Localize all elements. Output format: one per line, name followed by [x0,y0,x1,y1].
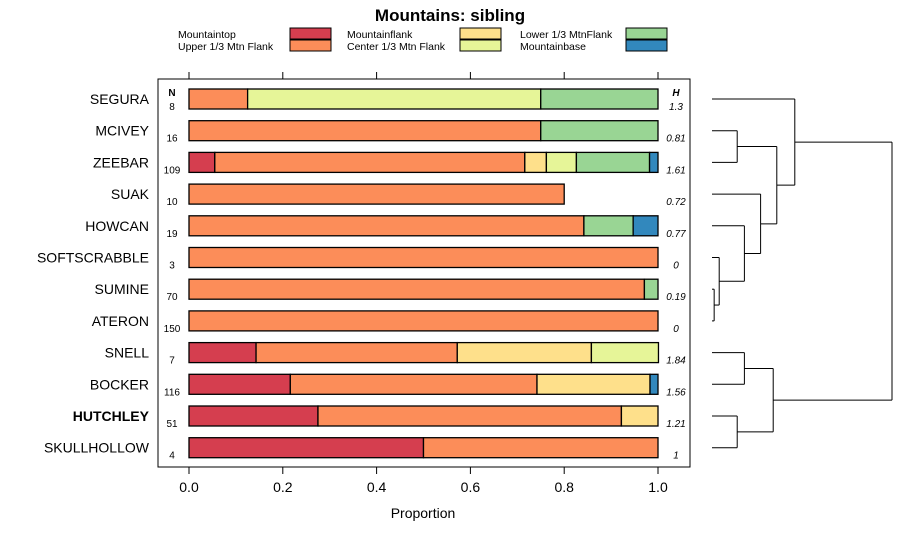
x-tick-label: 0.4 [367,479,387,495]
row-label: SKULLHOLLOW [44,440,150,456]
x-axis-label: Proportion [391,505,456,521]
bar-segment [317,405,623,427]
bar-segment [188,437,425,459]
bar-segment [632,215,659,237]
bar-segment [214,151,526,174]
row-label: HUTCHLEY [73,408,150,424]
row-h-value: 0.19 [666,292,686,303]
bar-segment [188,88,249,110]
x-tick-label: 1.0 [648,479,668,495]
row-h-value: 1.3 [669,102,683,113]
plot-frame [157,78,691,468]
bar-segment [648,151,659,174]
bar-segment [188,120,542,142]
legend-label: Mountainbase [520,41,586,53]
row-h-value: 1.61 [666,165,685,176]
bar-segment [188,405,319,427]
row-label: SEGURA [90,91,150,107]
x-tick-label: 0.8 [554,479,574,495]
legend-swatch [289,39,332,52]
bar-segment [188,310,659,332]
row-label: SUAK [111,186,150,202]
row-label: BOCKER [90,376,149,392]
row-h-value: 1.84 [666,356,686,367]
n-column-header: N [168,88,175,99]
bar-segment [188,341,257,364]
bar-segment [456,341,593,364]
bar-segment [188,246,659,269]
row-h-value: 1.21 [666,419,685,430]
row-label: ATERON [92,313,149,329]
bar-segment [188,183,565,205]
bar-segment [590,341,660,364]
legend-label: Upper 1/3 Mtn Flank [178,41,274,53]
chart-title: Mountains: sibling [375,6,525,25]
row-label: MCIVEY [95,123,149,139]
legend-swatch [289,27,332,40]
legend-swatch [459,39,502,52]
x-axis: 0.0 0.2 0.4 0.6 0.8 1.0 [179,72,668,495]
bar-segment [620,405,659,427]
legend-label: Mountaintop [178,29,236,41]
bar-segment [536,373,651,395]
legend-swatch [625,27,668,40]
row-h-value: 0.77 [666,229,686,240]
bar-rows: SEGURA 8 1.3 MCIVEY 16 0.81 ZEEBAR 109 1.61 SUAK 1… [37,88,686,462]
row-label: ZEEBAR [93,154,149,170]
row-h-value: 1 [673,451,679,462]
legend-swatch [459,27,502,40]
bar-segment [255,341,458,364]
legend-label: Mountainflank [347,29,413,41]
row-h-value: 0 [673,261,679,272]
row-n-value: 150 [164,324,181,335]
row-label: SNELL [105,345,150,361]
bar-segment [188,373,291,395]
row-label: SOFTSCRABBLE [37,250,149,266]
bar-segment [643,278,659,300]
row-n-value: 8 [169,102,175,113]
bar-segment [575,151,651,174]
row-n-value: 10 [166,197,178,208]
row-n-value: 70 [166,292,178,303]
bar-segment [524,151,548,174]
bar-segment [289,373,538,395]
bar-segment [188,151,216,174]
row-n-value: 4 [169,451,175,462]
legend-swatch [625,39,668,52]
row-h-value: 0.81 [666,134,685,145]
bar-segment [540,88,659,110]
x-tick-label: 0.6 [461,479,481,495]
row-h-value: 1.56 [666,387,686,398]
row-n-value: 3 [169,261,175,272]
row-label: SUMINE [95,281,149,297]
row-n-value: 19 [166,229,178,240]
legend-label: Lower 1/3 MtnFlank [520,29,613,41]
bar-segment [583,215,634,237]
row-n-value: 116 [164,387,180,398]
row-h-value: 0.72 [666,197,686,208]
bar-segment [649,373,659,395]
bar-segment [422,437,659,459]
x-tick-label: 0.0 [179,479,199,495]
row-label: HOWCAN [85,218,149,234]
row-n-value: 16 [166,134,178,145]
bar-segment [540,120,659,142]
bar-segment [545,151,578,174]
legend-label: Center 1/3 Mtn Flank [347,41,446,53]
bar-segment [188,278,646,300]
x-tick-label: 0.2 [273,479,293,495]
row-n-value: 7 [169,356,175,367]
row-h-value: 0 [673,324,679,335]
h-column-header: H [672,88,680,99]
row-n-value: 51 [166,419,178,430]
row-n-value: 109 [164,165,181,176]
bar-segment [188,215,585,237]
dendrogram [712,98,893,449]
bar-segment [246,88,542,110]
